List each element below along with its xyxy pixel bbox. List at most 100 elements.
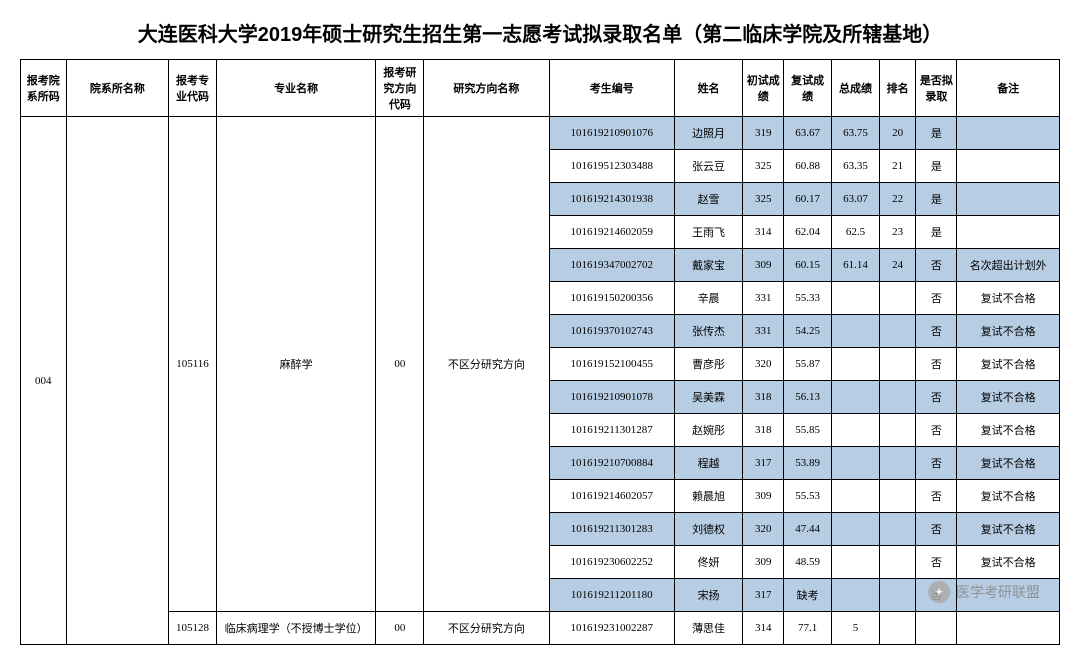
total-cell (832, 315, 880, 348)
admit-cell: 否 (916, 447, 957, 480)
total-cell (832, 513, 880, 546)
rank-cell (879, 447, 915, 480)
admit-cell: 否 (916, 513, 957, 546)
rank-cell (879, 612, 915, 645)
rank-cell (879, 282, 915, 315)
score2-cell: 54.25 (784, 315, 832, 348)
note-cell (957, 150, 1060, 183)
name-cell: 刘德权 (674, 513, 742, 546)
major-name-cell: 临床病理学（不授博士学位） (216, 612, 375, 645)
admit-cell: 否 (916, 546, 957, 579)
total-cell (832, 348, 880, 381)
rank-cell: 24 (879, 249, 915, 282)
name-cell: 赵婉彤 (674, 414, 742, 447)
rank-cell (879, 381, 915, 414)
rank-cell (879, 348, 915, 381)
col-dir-code: 报考研究方向代码 (376, 60, 424, 117)
note-cell: 复试不合格 (957, 348, 1060, 381)
admit-cell: 否 (916, 249, 957, 282)
name-cell: 曹彦彤 (674, 348, 742, 381)
candidate-id-cell: 101619231002287 (549, 612, 674, 645)
candidate-id-cell: 101619230602252 (549, 546, 674, 579)
name-cell: 辛晨 (674, 282, 742, 315)
rank-cell (879, 579, 915, 612)
note-cell: 复试不合格 (957, 414, 1060, 447)
candidate-id-cell: 101619370102743 (549, 315, 674, 348)
dept-code-cell: 004 (21, 117, 67, 645)
admit-cell: 是 (916, 216, 957, 249)
note-cell: 复试不合格 (957, 546, 1060, 579)
score2-cell: 56.13 (784, 381, 832, 414)
admit-cell: 否 (916, 414, 957, 447)
score2-cell: 53.89 (784, 447, 832, 480)
total-cell (832, 447, 880, 480)
col-dir-name: 研究方向名称 (424, 60, 549, 117)
table-header-row: 报考院系所码 院系所名称 报考专业代码 专业名称 报考研究方向代码 研究方向名称… (21, 60, 1060, 117)
admit-cell: 否 (916, 381, 957, 414)
dir-name-cell: 不区分研究方向 (424, 117, 549, 612)
admit-cell: 否 (916, 315, 957, 348)
candidate-id-cell: 101619210901078 (549, 381, 674, 414)
candidate-id-cell: 101619210901076 (549, 117, 674, 150)
candidate-id-cell: 101619210700884 (549, 447, 674, 480)
score1-cell: 331 (743, 282, 784, 315)
rank-cell (879, 480, 915, 513)
note-cell: 名次超出计划外 (957, 249, 1060, 282)
table-row: 004105116麻醉学00不区分研究方向101619210901076边照月3… (21, 117, 1060, 150)
score2-cell: 55.85 (784, 414, 832, 447)
score1-cell: 318 (743, 414, 784, 447)
rank-cell: 21 (879, 150, 915, 183)
note-cell (957, 612, 1060, 645)
name-cell: 王雨飞 (674, 216, 742, 249)
name-cell: 边照月 (674, 117, 742, 150)
admit-cell: 是 (916, 117, 957, 150)
score1-cell: 309 (743, 480, 784, 513)
admission-table: 报考院系所码 院系所名称 报考专业代码 专业名称 报考研究方向代码 研究方向名称… (20, 59, 1060, 645)
total-cell: 63.35 (832, 150, 880, 183)
total-cell: 63.07 (832, 183, 880, 216)
rank-cell (879, 546, 915, 579)
col-admit: 是否拟录取 (916, 60, 957, 117)
col-score1: 初试成绩 (743, 60, 784, 117)
name-cell: 张云豆 (674, 150, 742, 183)
note-cell: 复试不合格 (957, 480, 1060, 513)
col-score2: 复试成绩 (784, 60, 832, 117)
dept-name-cell (66, 117, 169, 645)
col-name: 姓名 (674, 60, 742, 117)
score2-cell: 55.87 (784, 348, 832, 381)
score2-cell: 55.33 (784, 282, 832, 315)
rank-cell (879, 315, 915, 348)
note-cell (957, 117, 1060, 150)
table-row: 105128临床病理学（不授博士学位）00不区分研究方向101619231002… (21, 612, 1060, 645)
name-cell: 宋扬 (674, 579, 742, 612)
candidate-id-cell: 101619214602057 (549, 480, 674, 513)
score1-cell: 325 (743, 150, 784, 183)
rank-cell (879, 513, 915, 546)
total-cell: 62.5 (832, 216, 880, 249)
col-candidate-id: 考生编号 (549, 60, 674, 117)
score1-cell: 317 (743, 579, 784, 612)
total-cell (832, 282, 880, 315)
score1-cell: 317 (743, 447, 784, 480)
admit-cell (916, 612, 957, 645)
total-cell (832, 381, 880, 414)
dir-code-cell: 00 (376, 117, 424, 612)
candidate-id-cell: 101619211301287 (549, 414, 674, 447)
note-cell: 复试不合格 (957, 447, 1060, 480)
name-cell: 赵雪 (674, 183, 742, 216)
note-cell: 复试不合格 (957, 513, 1060, 546)
score1-cell: 320 (743, 348, 784, 381)
watermark-text: 医学考研联盟 (956, 582, 1040, 602)
col-total: 总成绩 (832, 60, 880, 117)
name-cell: 佟妍 (674, 546, 742, 579)
score1-cell: 319 (743, 117, 784, 150)
admit-cell: 否 (916, 282, 957, 315)
note-cell: 复试不合格 (957, 381, 1060, 414)
col-dept-code: 报考院系所码 (21, 60, 67, 117)
rank-cell (879, 414, 915, 447)
score1-cell: 320 (743, 513, 784, 546)
score2-cell: 48.59 (784, 546, 832, 579)
name-cell: 赖晨旭 (674, 480, 742, 513)
candidate-id-cell: 101619150200356 (549, 282, 674, 315)
note-cell: 复试不合格 (957, 282, 1060, 315)
